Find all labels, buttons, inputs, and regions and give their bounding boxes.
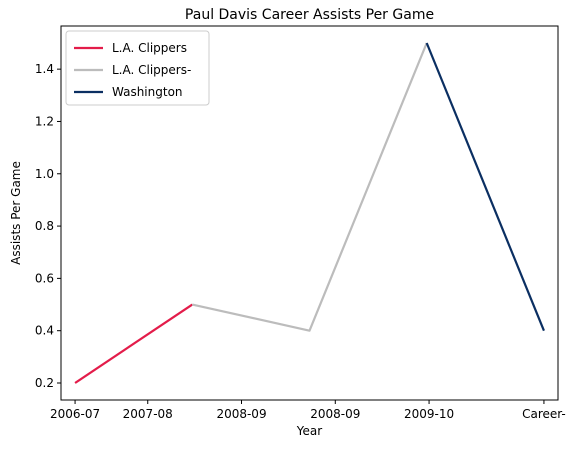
- legend-label-1: L.A. Clippers-: [112, 63, 191, 77]
- legend: L.A. Clippers L.A. Clippers- Washington: [65, 30, 210, 106]
- y-tick-label: 0.2: [35, 376, 54, 390]
- series-line-0: [74, 303, 193, 384]
- legend-label-0: L.A. Clippers: [112, 41, 187, 55]
- x-tick-label: 2008-09: [310, 407, 360, 421]
- y-axis-title: Assists Per Game: [9, 161, 23, 265]
- y-tick-label: 1.0: [35, 167, 54, 181]
- x-axis: 2006-07 2007-08 2008-09 2008-09 2009-10 Caree…: [50, 400, 566, 421]
- series-line-2: [425, 42, 545, 332]
- y-tick-label: 1.4: [35, 62, 54, 76]
- y-tick-label: 1.2: [35, 114, 54, 128]
- plot-frame: [60, 25, 559, 401]
- x-tick-label: Career-: [522, 407, 566, 421]
- x-tick-label: 2009-10: [404, 407, 454, 421]
- x-tick-label: 2007-08: [123, 407, 173, 421]
- y-axis: 0.2 0.4 0.6 0.8 1.0 1.2 1.4: [35, 62, 61, 390]
- series-line-1: [192, 42, 428, 332]
- y-tick-label: 0.6: [35, 271, 54, 285]
- legend-box: [65, 30, 210, 106]
- x-tick-label: 2008-09: [216, 407, 266, 421]
- y-tick-label: 0.8: [35, 219, 54, 233]
- series-layer: [74, 42, 545, 384]
- x-axis-title: Year: [296, 424, 322, 438]
- chart-title: Paul Davis Career Assists Per Game: [185, 7, 434, 23]
- y-tick-label: 0.4: [35, 324, 54, 338]
- x-tick-label: 2006-07: [50, 407, 100, 421]
- legend-label-2: Washington: [112, 85, 183, 99]
